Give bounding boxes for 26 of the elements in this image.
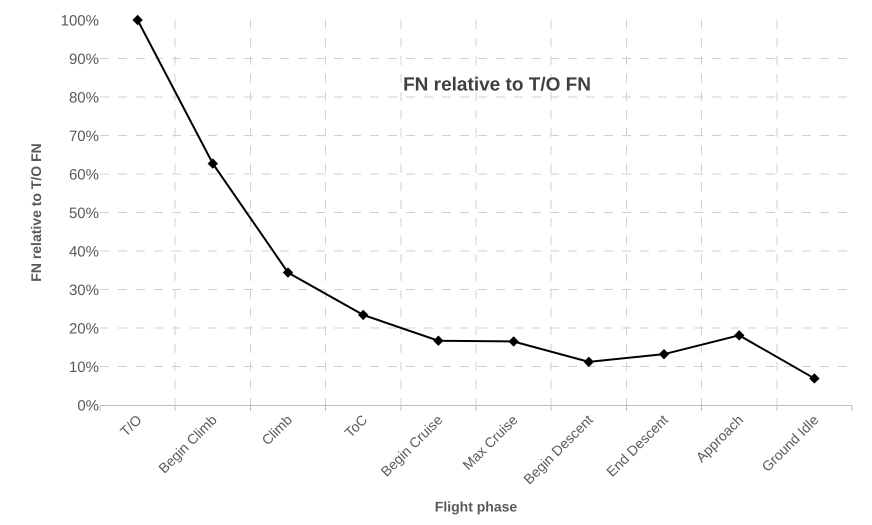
point [132, 14, 143, 26]
y-tick-label: 100% [60, 12, 99, 30]
y-axis-title: FN relative to T/O FN [28, 143, 44, 282]
point [208, 158, 218, 169]
y-tick-label: 70% [68, 128, 99, 145]
point [433, 336, 444, 346]
y-tick-label: 60% [68, 166, 99, 184]
y-tick-label: 80% [68, 89, 99, 106]
point [734, 330, 744, 341]
x-tick-label: T/O [116, 411, 145, 440]
y-tick-label: 10% [68, 358, 99, 376]
x-axis-title: Flight phase [434, 498, 518, 515]
y-tick-label: 0% [77, 397, 99, 414]
text: FN relative to T/O FN [403, 74, 591, 96]
point [508, 336, 519, 347]
y-tick-label: 20% [68, 320, 99, 338]
x-tick-label: ToC [341, 412, 370, 440]
point [282, 267, 294, 278]
point [358, 310, 368, 320]
y-tick-label: 90% [68, 50, 99, 68]
y-tick-label: 50% [68, 204, 99, 222]
point [584, 356, 594, 368]
y-tick-label: 30% [68, 282, 99, 299]
point [809, 373, 820, 384]
point [658, 348, 670, 360]
y-tick-label: 40% [68, 243, 99, 260]
